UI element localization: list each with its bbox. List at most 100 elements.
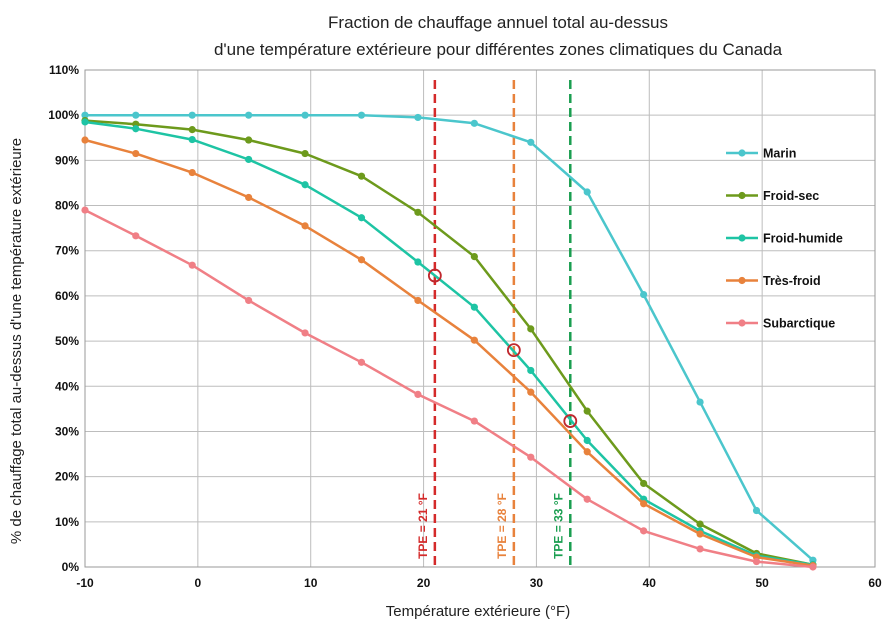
y-tick-label: 50% <box>55 334 79 348</box>
data-point <box>188 135 196 144</box>
data-point <box>414 390 422 399</box>
data-point <box>470 119 478 127</box>
data-point <box>188 261 196 269</box>
data-point <box>583 407 591 415</box>
x-tick-label: -10 <box>76 576 94 590</box>
y-tick-label: 110% <box>49 63 79 77</box>
legend: Marin Froid-sec Froid-humide Très-froid Suba… <box>726 147 843 331</box>
data-point <box>583 436 591 445</box>
intersection-marker <box>563 414 578 428</box>
legend-label: Froid-humide <box>763 232 843 246</box>
data-point <box>245 136 253 144</box>
data-point <box>752 557 761 566</box>
legend-label: Subarctique <box>763 317 835 331</box>
intersection-marker <box>506 343 521 358</box>
data-point <box>357 172 366 180</box>
data-point <box>640 527 648 535</box>
x-tick-label: 30 <box>530 576 544 590</box>
data-point <box>640 479 648 488</box>
data-point <box>81 111 89 119</box>
data-point <box>414 208 422 216</box>
data-point <box>245 155 253 164</box>
data-point <box>470 303 478 311</box>
data-point <box>583 188 591 196</box>
data-point <box>245 296 253 305</box>
data-point <box>640 500 648 508</box>
legend-swatch-marker <box>738 234 746 242</box>
data-point <box>132 125 140 133</box>
grid-lines: 0% 10% 20% 30% 40% 50% 60% 70% 80% 90% 100% 110% -10… <box>48 63 882 590</box>
x-tick-label: 50 <box>755 576 769 590</box>
legend-swatch-marker <box>738 319 746 327</box>
data-point <box>527 325 535 333</box>
y-tick-label: 90% <box>55 153 79 167</box>
data-point <box>696 398 704 406</box>
data-point <box>527 366 535 375</box>
chart-title-line-2: d'une température extérieure pour différ… <box>214 40 783 59</box>
y-axis-title: % de chauffage total au-dessus d'une tem… <box>8 138 25 544</box>
series-group <box>81 111 817 571</box>
series-line-Marin <box>85 113 814 562</box>
data-point <box>245 193 253 202</box>
data-point <box>132 149 140 158</box>
series-line-Très-froid <box>84 138 814 567</box>
data-point <box>81 206 89 214</box>
data-point <box>470 336 478 344</box>
data-point <box>527 138 535 146</box>
data-point <box>414 296 422 305</box>
data-point <box>470 417 478 425</box>
data-point <box>583 448 591 456</box>
tpe-reference-label: TPE = 28 °F <box>495 493 509 559</box>
legend-swatch-marker <box>738 191 746 200</box>
legend-swatch-marker <box>738 276 746 285</box>
y-tick-label: 80% <box>55 199 79 213</box>
data-point <box>696 520 704 528</box>
data-point <box>301 329 309 337</box>
y-tick-label: 10% <box>55 515 79 529</box>
series-line-Subarctique <box>84 208 814 569</box>
x-tick-label: 20 <box>417 576 431 590</box>
data-point <box>357 358 366 366</box>
data-point <box>301 181 309 189</box>
data-point <box>809 563 817 571</box>
data-point <box>132 111 140 119</box>
legend-swatch-marker <box>738 149 746 157</box>
data-point <box>357 111 366 119</box>
data-point <box>188 111 196 119</box>
tpe-reference-label: TPE = 21 °F <box>416 493 430 559</box>
x-tick-label: 0 <box>195 576 202 590</box>
data-point <box>245 111 253 119</box>
data-point <box>301 111 309 119</box>
data-point <box>301 149 309 158</box>
tpe-reference-label: TPE = 33 °F <box>551 493 565 559</box>
intersection-markers <box>427 268 578 428</box>
data-point <box>188 126 196 134</box>
plot-border <box>84 69 876 568</box>
reference-lines: TPE = 21 °F TPE = 28 °F TPE = 33 °F <box>416 80 572 567</box>
data-point <box>696 545 704 553</box>
data-point <box>81 136 89 144</box>
data-point <box>470 253 478 261</box>
series-line-Froid-humide <box>84 120 814 566</box>
intersection-marker <box>427 268 442 283</box>
data-point <box>357 214 366 222</box>
data-point <box>583 495 591 503</box>
data-point <box>301 222 309 230</box>
chart-title-line-1: Fraction de chauffage annuel total au-de… <box>328 13 668 32</box>
data-point <box>527 453 535 461</box>
x-tick-label: 10 <box>304 576 318 590</box>
x-tick-label: 60 <box>868 576 882 590</box>
legend-label: Froid-sec <box>763 189 819 203</box>
legend-label: Marin <box>763 147 796 161</box>
data-point <box>527 388 535 396</box>
data-point <box>696 530 704 538</box>
y-tick-label: 60% <box>55 289 79 303</box>
y-tick-label: 70% <box>55 244 79 258</box>
y-tick-label: 100% <box>48 108 79 122</box>
x-axis-title: Température extérieure (°F) <box>386 603 570 620</box>
series-line-Froid-sec <box>84 119 814 566</box>
data-point <box>357 256 366 264</box>
x-tick-label: 40 <box>643 576 657 590</box>
data-point <box>752 506 761 515</box>
